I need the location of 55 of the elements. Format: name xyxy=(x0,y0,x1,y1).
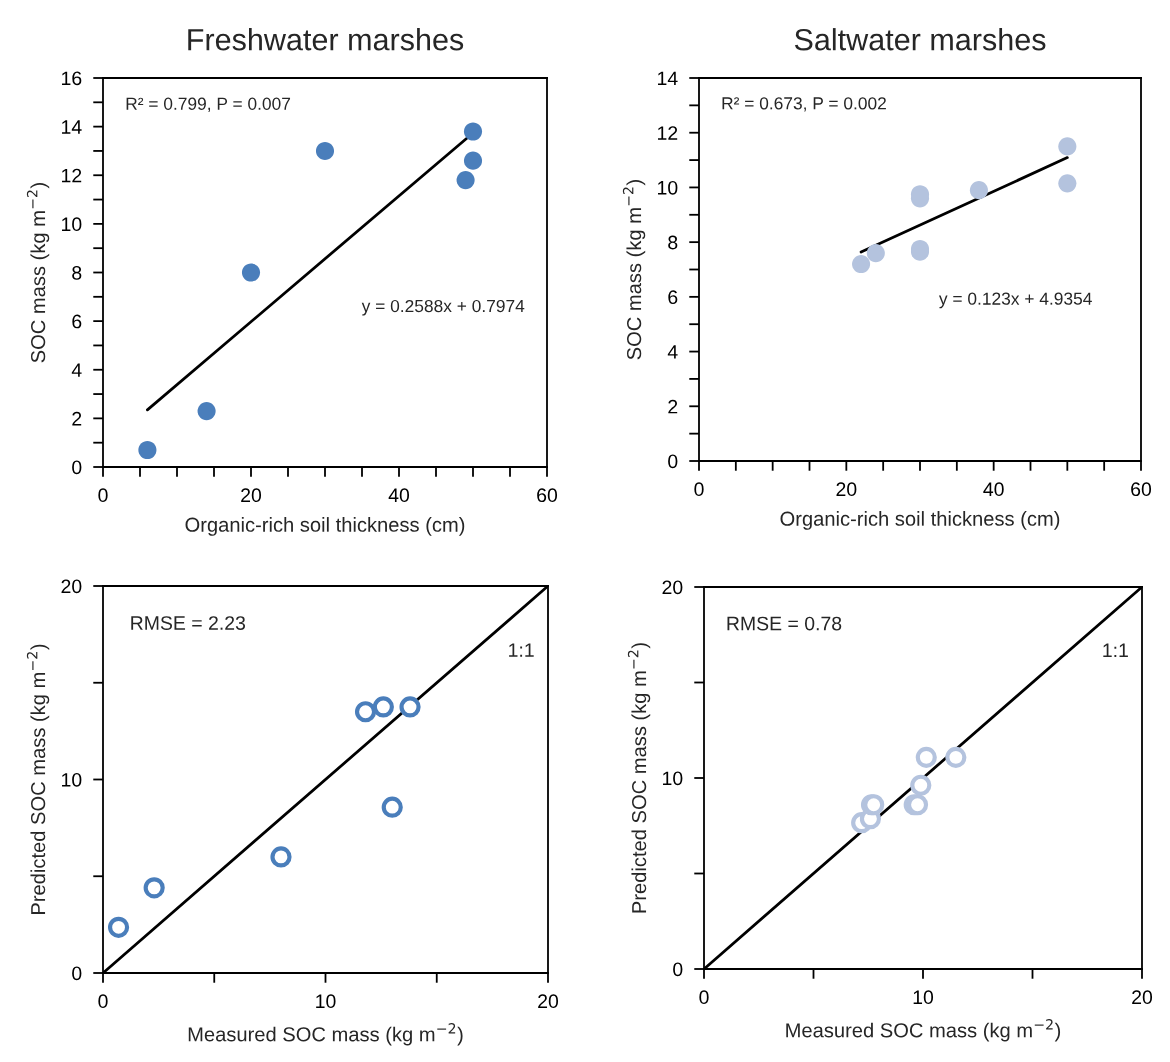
annotation: y = 0.2588x + 0.7974 xyxy=(361,299,525,316)
y-axis-title: SOC mass (kg m$^{−2}$) xyxy=(26,183,50,363)
x-tick-label: 60 xyxy=(1131,482,1152,497)
y-tick-label: 2 xyxy=(72,411,82,426)
y-axis-title: SOC mass (kg m$^{−2}$) xyxy=(622,180,646,360)
x-tick-label: 20 xyxy=(538,994,559,1009)
y-tick-label: 8 xyxy=(668,235,678,250)
x-tick-label: 10 xyxy=(316,994,336,1009)
y-tick-label: 4 xyxy=(71,363,82,377)
y-tick-label: 4 xyxy=(667,345,678,359)
chart-title: Saltwater marshes xyxy=(794,28,1046,51)
y-tick-label: 14 xyxy=(658,71,678,86)
x-axis-title: Measured SOC mass (kg m$^{−2}$) xyxy=(188,1023,463,1046)
x-tick-label: 40 xyxy=(983,482,1004,497)
y-axis-title: Predicted SOC mass (kg m$^{−2}$) xyxy=(26,644,50,914)
x-tick-label: 20 xyxy=(241,488,262,503)
y-tick-label: 6 xyxy=(72,314,82,329)
chart-title: Freshwater marshes xyxy=(188,28,464,51)
y-tick-label: 0 xyxy=(72,966,82,981)
y-tick-label: 20 xyxy=(662,580,683,595)
x-tick-label: 0 xyxy=(98,994,108,1009)
y-tick-label: 12 xyxy=(62,168,82,183)
x-axis-title: Measured SOC mass (kg m$^{−2}$) xyxy=(786,1019,1061,1042)
y-axis-title: Predicted SOC mass (kg m$^{−2}$) xyxy=(627,643,651,913)
annotation: RMSE = 0.78 xyxy=(727,616,842,631)
y-tick-label: 0 xyxy=(673,962,683,977)
annotation: 1:1 xyxy=(1103,643,1128,657)
x-tick-label: 60 xyxy=(537,488,558,503)
annotation: 1:1 xyxy=(509,643,534,657)
y-tick-label: 20 xyxy=(61,579,82,594)
y-tick-label: 8 xyxy=(72,265,82,280)
y-tick-label: 2 xyxy=(668,399,678,414)
x-axis-title: Organic-rich soil thickness (cm) xyxy=(185,517,465,536)
annotation: R² = 0.673, P = 0.002 xyxy=(722,97,886,112)
annotation: y = 0.123x + 4.9354 xyxy=(938,292,1092,309)
annotation: RMSE = 2.23 xyxy=(131,616,246,630)
annotation: R² = 0.799, P = 0.007 xyxy=(126,97,291,112)
y-tick-label: 10 xyxy=(663,771,683,786)
y-tick-label: 0 xyxy=(668,454,678,469)
y-tick-label: 10 xyxy=(62,772,82,787)
y-tick-label: 12 xyxy=(658,126,678,140)
x-tick-label: 0 xyxy=(694,482,704,497)
y-tick-label: 6 xyxy=(668,290,678,305)
x-tick-label: 10 xyxy=(913,990,934,1005)
y-tick-label: 10 xyxy=(62,217,82,232)
y-tick-label: 10 xyxy=(658,180,678,195)
x-tick-label: 0 xyxy=(98,488,108,503)
x-tick-label: 0 xyxy=(699,990,709,1005)
y-tick-label: 0 xyxy=(72,460,82,475)
x-axis-title: Organic-rich soil thickness (cm) xyxy=(780,511,1060,530)
x-tick-label: 20 xyxy=(1132,990,1153,1005)
x-tick-label: 20 xyxy=(836,482,857,497)
y-tick-label: 16 xyxy=(62,71,82,86)
y-tick-label: 14 xyxy=(62,120,82,134)
x-tick-label: 40 xyxy=(388,488,410,503)
